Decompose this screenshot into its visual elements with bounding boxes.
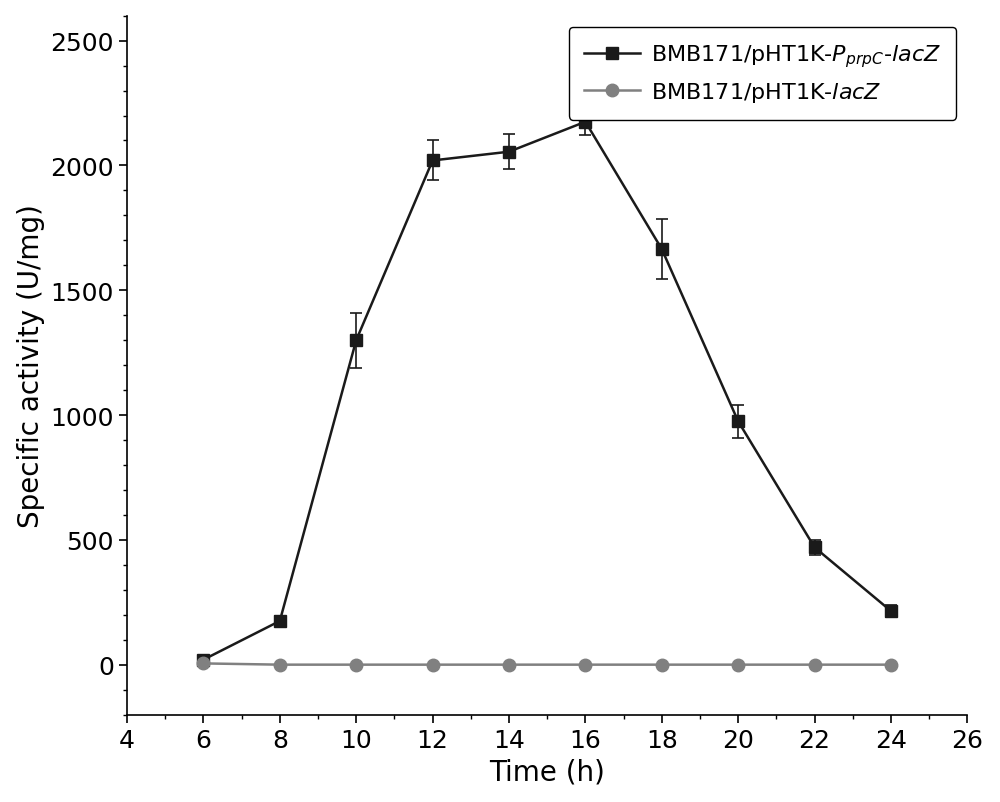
X-axis label: Time (h): Time (h) [489,757,605,785]
Legend: BMB171/pHT1K-$\it{P}$$_{\mathit{prpC}}$-$\it{lacZ}$, BMB171/pHT1K-$\it{lacZ}$: BMB171/pHT1K-$\it{P}$$_{\mathit{prpC}}$-… [569,28,956,120]
Y-axis label: Specific activity (U/mg): Specific activity (U/mg) [17,204,45,528]
